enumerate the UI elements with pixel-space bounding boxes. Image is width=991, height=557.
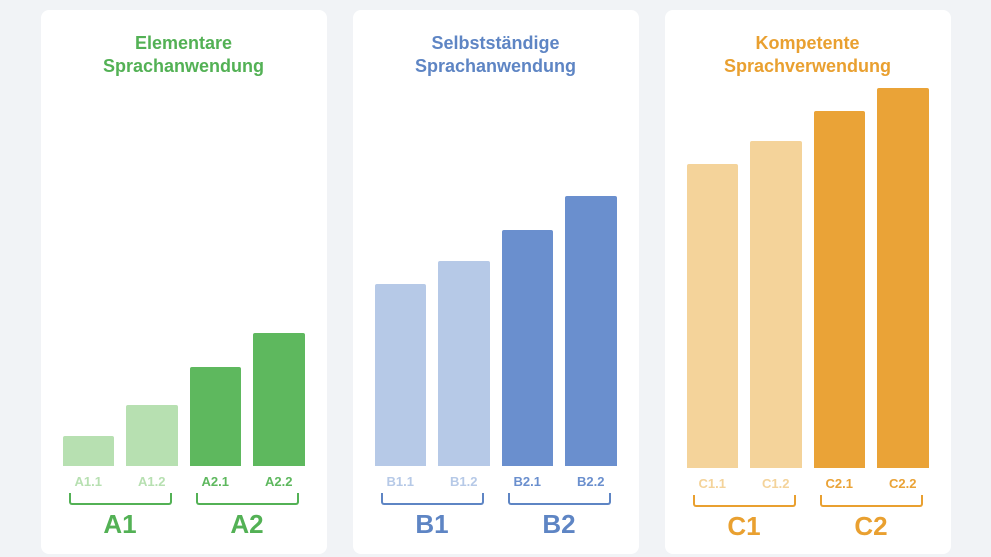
panel-b-brackets: B1 B2 [371,493,621,540]
panel-c-chart [683,88,933,468]
bar-a1-1 [63,436,115,466]
bracket-b2 [508,493,611,505]
panel-c-title: Kompetente Sprachverwendung [683,32,933,80]
panel-a-sublabels: A1.1 A1.2 A2.1 A2.2 [59,474,309,489]
group-b2: B2 [502,493,617,540]
panel-a-brackets: A1 A2 [59,493,309,540]
panel-c-sublabels: C1.1 C1.2 C2.1 C2.2 [683,476,933,491]
sublabel-b2-2: B2.2 [565,474,617,489]
bar-a2-1 [190,367,242,466]
grouplabel-c1: C1 [687,511,802,542]
bracket-a2 [196,493,299,505]
panel-c: Kompetente Sprachverwendung C1.1 C1.2 C2… [665,10,951,554]
bracket-b1 [381,493,484,505]
sublabel-b1-1: B1.1 [375,474,427,489]
grouplabel-b1: B1 [375,509,490,540]
group-b1: B1 [375,493,490,540]
panel-a: Elementare Sprachanwendung A1.1 A1.2 A2.… [41,10,327,554]
panel-row: Elementare Sprachanwendung A1.1 A1.2 A2.… [41,10,951,554]
bar-c2-2 [877,88,929,468]
group-c2: C2 [814,495,929,542]
sublabel-c2-1: C2.1 [814,476,866,491]
panel-b-chart [371,88,621,466]
bracket-c2 [820,495,923,507]
panel-b: Selbstständige Sprachanwendung B1.1 B1.2… [353,10,639,554]
panel-c-brackets: C1 C2 [683,495,933,542]
panel-a-title: Elementare Sprachanwendung [59,32,309,80]
bar-a2-2 [253,333,305,466]
bracket-c1 [693,495,796,507]
bar-a1-2 [126,405,178,466]
sublabel-c2-2: C2.2 [877,476,929,491]
sublabel-c1-2: C1.2 [750,476,802,491]
bar-b2-2 [565,196,617,466]
group-a2: A2 [190,493,305,540]
grouplabel-b2: B2 [502,509,617,540]
sublabel-a1-2: A1.2 [126,474,178,489]
bracket-a1 [69,493,172,505]
bar-b2-1 [502,230,554,466]
sublabel-b2-1: B2.1 [502,474,554,489]
sublabel-a2-1: A2.1 [190,474,242,489]
bar-b1-1 [375,284,427,466]
panel-b-title: Selbstständige Sprachanwendung [371,32,621,80]
bar-c1-1 [687,164,739,468]
sublabel-b1-2: B1.2 [438,474,490,489]
group-c1: C1 [687,495,802,542]
bar-c1-2 [750,141,802,468]
sublabel-a1-1: A1.1 [63,474,115,489]
sublabel-a2-2: A2.2 [253,474,305,489]
panel-b-sublabels: B1.1 B1.2 B2.1 B2.2 [371,474,621,489]
sublabel-c1-1: C1.1 [687,476,739,491]
panel-a-chart [59,88,309,466]
grouplabel-a1: A1 [63,509,178,540]
grouplabel-a2: A2 [190,509,305,540]
bar-b1-2 [438,261,490,466]
grouplabel-c2: C2 [814,511,929,542]
group-a1: A1 [63,493,178,540]
bar-c2-1 [814,111,866,468]
